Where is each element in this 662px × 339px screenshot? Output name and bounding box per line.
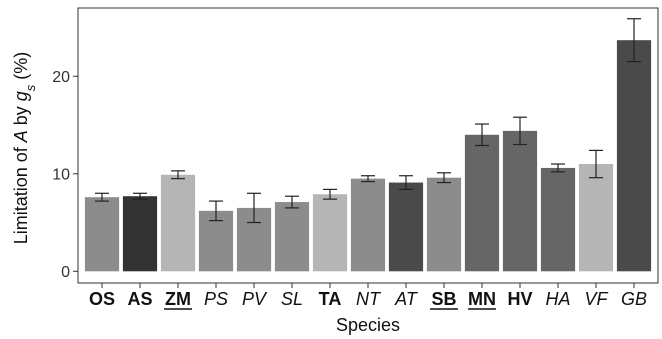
y-axis-title-part: by: [11, 101, 31, 130]
y-tick-label: 20: [52, 69, 70, 86]
bar-sl: [274, 202, 310, 272]
x-tick-label-ta: TA: [319, 289, 342, 309]
x-tick-label-os: OS: [89, 289, 115, 309]
bar-vf: [578, 164, 614, 272]
y-axis: 0 10 20: [52, 69, 78, 281]
bars: [84, 40, 652, 272]
y-axis-title-part: s: [23, 84, 38, 91]
x-tick-label-nt: NT: [356, 289, 382, 309]
x-tick-label-zm: ZM: [165, 289, 191, 309]
x-axis-title: Species: [336, 315, 400, 335]
x-tick-label-ha: HA: [545, 289, 570, 309]
error-bars: [95, 18, 641, 224]
bar-gb: [616, 40, 652, 272]
y-tick-label: 0: [61, 264, 70, 281]
bar-ha: [540, 167, 576, 272]
x-axis-tick-labels: OS AS ZM PS PV SL TA NT AT SB MN HV HA VF GB: [89, 283, 647, 310]
bar-at: [388, 182, 424, 272]
bar-ta: [312, 194, 348, 272]
x-tick-label-gb: GB: [621, 289, 647, 309]
x-tick-label-pv: PV: [242, 289, 268, 309]
y-axis-title-part: (%): [11, 52, 31, 85]
y-axis-title: Limitation of A by gs (%): [11, 52, 38, 245]
bar-sb: [426, 177, 462, 272]
x-tick-label-sl: SL: [281, 289, 303, 309]
x-tick-label-vf: VF: [584, 289, 608, 309]
x-tick-label-hv: HV: [507, 289, 532, 309]
y-axis-title-part: Limitation of: [11, 142, 31, 244]
x-tick-label-at: AT: [394, 289, 419, 309]
y-tick-label: 10: [52, 166, 70, 183]
bar-zm: [160, 174, 196, 272]
bar-os: [84, 197, 120, 272]
x-tick-label-as: AS: [127, 289, 152, 309]
bar-mn: [464, 134, 500, 272]
x-tick-label-sb: SB: [431, 289, 456, 309]
bar-nt: [350, 178, 386, 272]
bar-as: [122, 196, 158, 272]
y-axis-title-part: g: [11, 91, 31, 101]
y-axis-title-part: A: [11, 130, 31, 143]
x-tick-label-mn: MN: [468, 289, 496, 309]
bar-hv: [502, 130, 538, 272]
x-tick-label-ps: PS: [204, 289, 228, 309]
